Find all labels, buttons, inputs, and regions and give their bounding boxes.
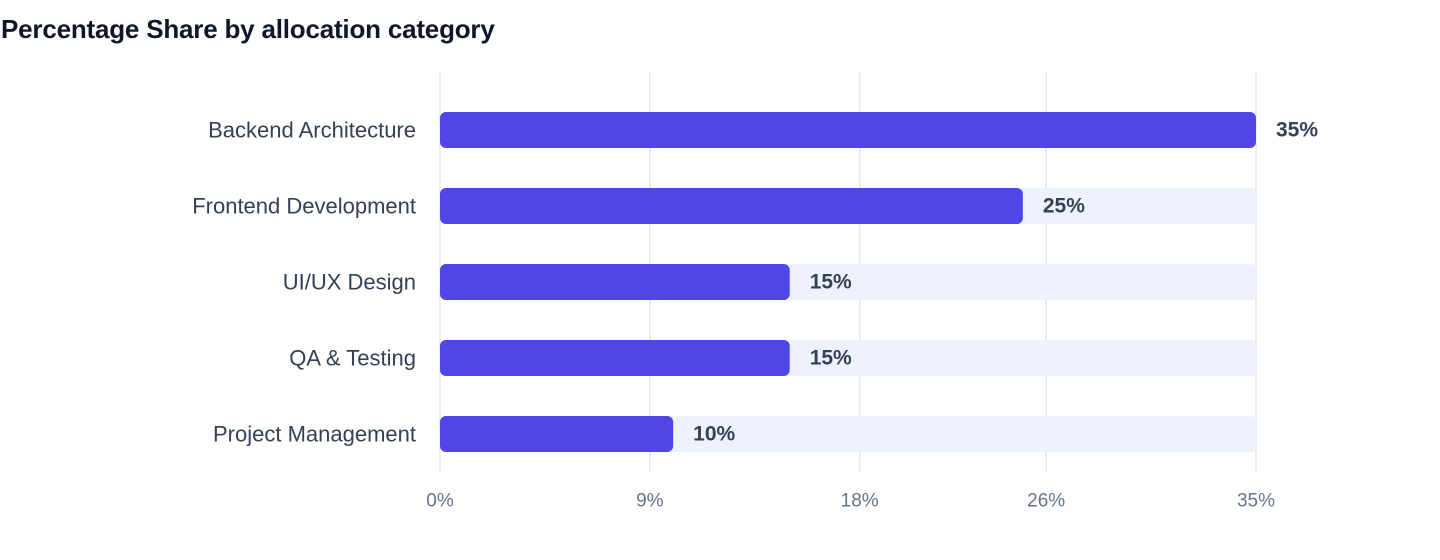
bar xyxy=(440,264,790,300)
x-tick-label: 26% xyxy=(1027,491,1065,512)
bar xyxy=(440,188,1023,224)
category-label: UI/UX Design xyxy=(283,270,416,295)
data-label: 25% xyxy=(1043,195,1085,218)
data-label: 15% xyxy=(810,271,852,294)
x-tick-label: 0% xyxy=(426,491,454,512)
x-tick-label: 9% xyxy=(636,491,664,512)
category-label: QA & Testing xyxy=(289,346,416,371)
data-label: 10% xyxy=(693,423,735,446)
x-tick-label: 35% xyxy=(1237,491,1275,512)
category-label: Backend Architecture xyxy=(208,118,416,143)
category-label: Project Management xyxy=(213,422,416,447)
chart-title: Percentage Share by allocation category xyxy=(1,14,495,44)
bar xyxy=(440,340,790,376)
category-label: Frontend Development xyxy=(192,194,416,219)
x-tick-label: 18% xyxy=(841,491,879,512)
data-label: 15% xyxy=(810,347,852,370)
bar xyxy=(440,416,674,452)
bar xyxy=(440,112,1256,148)
data-label: 35% xyxy=(1276,119,1318,142)
